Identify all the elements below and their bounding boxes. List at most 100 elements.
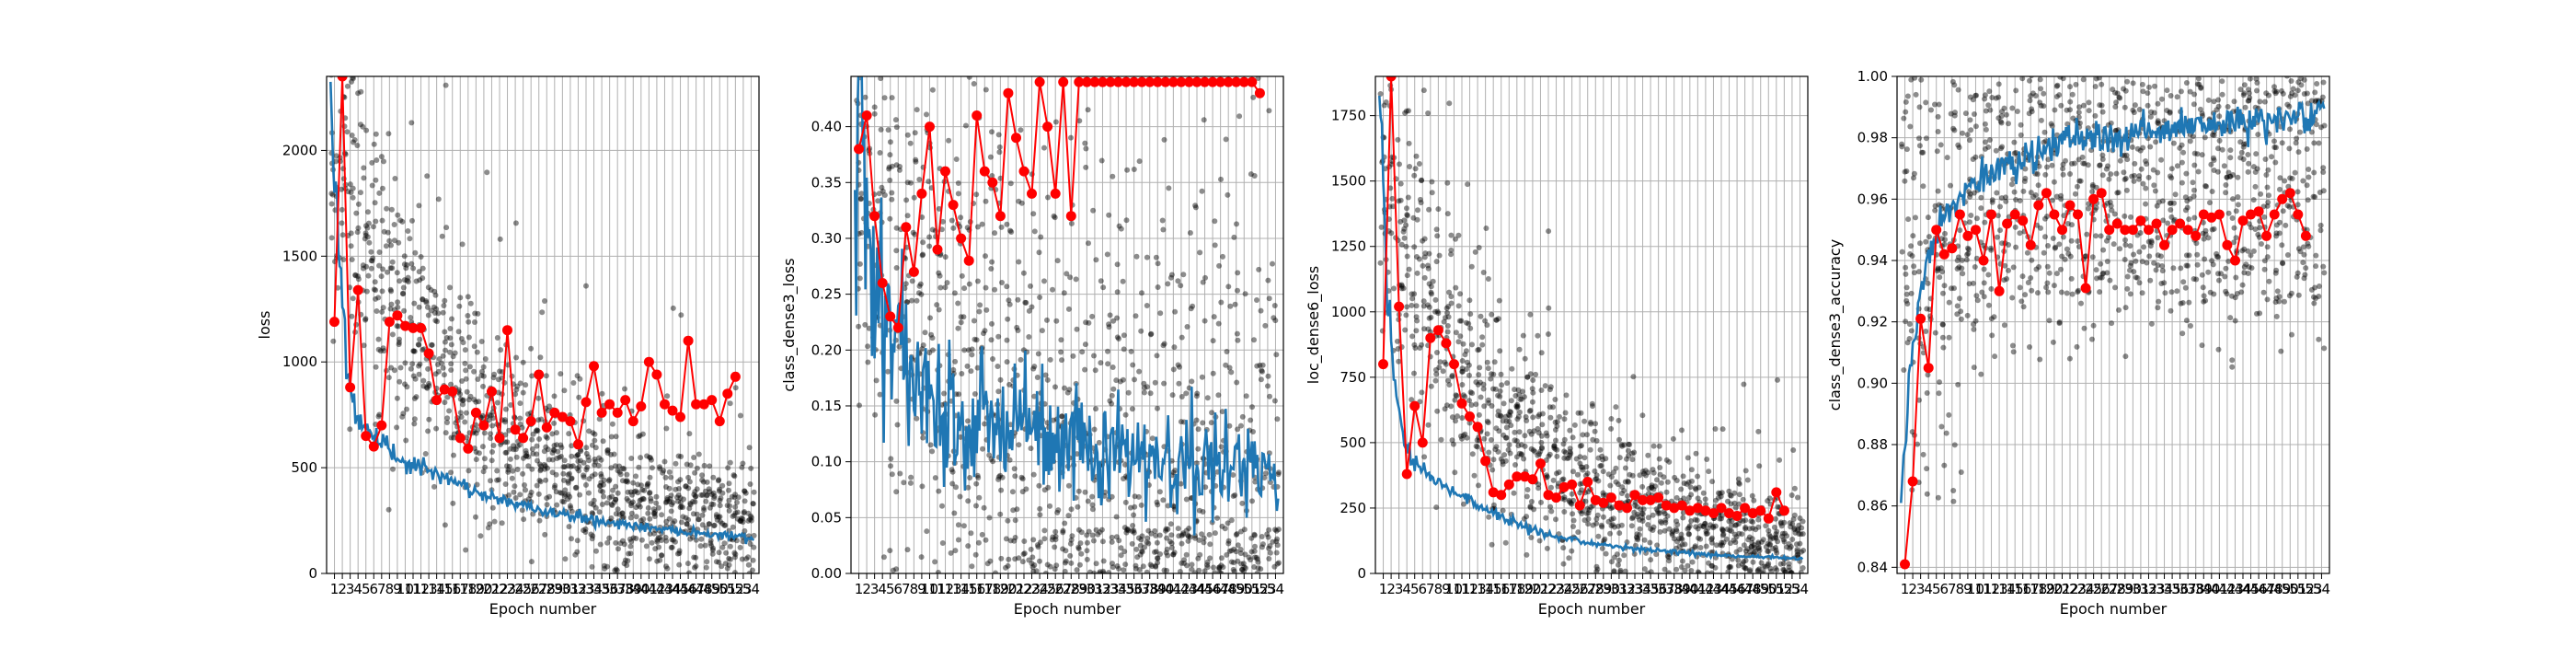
scatter-point (419, 254, 424, 260)
scatter-point (374, 132, 379, 137)
red-series-marker (1418, 437, 1428, 447)
scatter-point (1566, 555, 1571, 561)
scatter-point (1404, 212, 1409, 217)
scatter-point (535, 396, 541, 401)
scatter-point (612, 500, 617, 505)
scatter-point (1698, 545, 1704, 550)
scatter-point (1651, 470, 1657, 476)
scatter-point (635, 490, 640, 495)
scatter-point (1504, 380, 1510, 386)
scatter-point (1110, 387, 1116, 392)
scatter-point (1679, 427, 1685, 433)
scatter-point (2050, 123, 2055, 129)
x-axis-label: Epoch number (489, 600, 597, 618)
scatter-point (590, 564, 595, 570)
scatter-point (1708, 522, 1713, 527)
scatter-point (1918, 50, 1924, 55)
scatter-point (1235, 331, 1240, 337)
scatter-point (1167, 538, 1173, 544)
red-series-marker (589, 361, 599, 371)
scatter-point (1136, 369, 1142, 375)
scatter-point (1395, 137, 1400, 143)
scatter-point (1983, 92, 1988, 98)
scatter-point (727, 480, 732, 486)
red-series-marker (1425, 333, 1435, 343)
scatter-point (1405, 272, 1410, 278)
scatter-point (923, 330, 928, 335)
scatter-point (1538, 500, 1544, 505)
scatter-point (926, 0, 932, 4)
scatter-point (1499, 372, 1504, 377)
scatter-point (894, 226, 900, 231)
scatter-point (719, 483, 725, 489)
scatter-point (1216, 263, 1222, 269)
scatter-point (379, 273, 385, 279)
scatter-point (2006, 242, 2011, 248)
scatter-point (861, 23, 867, 29)
scatter-point (983, 328, 988, 333)
scatter-point (1227, 304, 1233, 309)
y-tick-label: 0.25 (811, 286, 842, 303)
scatter-point (2038, 76, 2043, 82)
scatter-point (1928, 108, 1934, 113)
scatter-point (1940, 291, 1946, 296)
scatter-point (1914, 92, 1919, 98)
scatter-point (1066, 307, 1072, 312)
scatter-point (2105, 201, 2110, 206)
scatter-point (1504, 435, 1510, 441)
scatter-point (1902, 179, 1907, 184)
scatter-point (1955, 34, 1961, 40)
scatter-point (1608, 416, 1614, 422)
scatter-point (1959, 469, 1964, 475)
scatter-point (1141, 563, 1146, 569)
scatter-point (1756, 463, 1762, 469)
scatter-point (1233, 302, 1238, 307)
scatter-point (1946, 412, 1951, 418)
scatter-point (2075, 184, 2080, 190)
scatter-point (2047, 271, 2053, 276)
scatter-point (1755, 429, 1761, 434)
scatter-point (390, 331, 396, 337)
scatter-point (1538, 440, 1544, 446)
scatter-point (717, 550, 722, 555)
red-series-marker (385, 317, 395, 327)
scatter-point (405, 278, 410, 284)
scatter-point (1907, 336, 1913, 341)
scatter-point (1485, 360, 1490, 365)
scatter-point (877, 61, 882, 66)
scatter-point (613, 484, 618, 490)
scatter-point (1457, 318, 1463, 324)
scatter-point (1234, 532, 1239, 538)
scatter-point (1243, 291, 1248, 296)
scatter-point (1477, 412, 1482, 418)
scatter-point (1525, 487, 1531, 492)
scatter-point (1220, 409, 1225, 414)
scatter-point (1954, 311, 1960, 317)
scatter-point (1924, 466, 1929, 471)
scatter-point (1519, 452, 1524, 457)
scatter-point (1599, 454, 1604, 459)
scatter-point (385, 131, 391, 136)
scatter-point (1378, 50, 1384, 55)
scatter-point (858, 196, 864, 202)
scatter-point (920, 239, 926, 245)
scatter-point (1529, 499, 1535, 504)
scatter-point (1581, 455, 1587, 460)
scatter-point (1266, 374, 1271, 379)
red-series-marker (613, 408, 623, 418)
scatter-point (628, 550, 634, 556)
scatter-point (2044, 165, 2050, 170)
scatter-point (1401, 217, 1407, 223)
scatter-point (2046, 37, 2052, 42)
scatter-point (2035, 171, 2041, 177)
scatter-point (653, 501, 659, 506)
scatter-point (751, 545, 756, 550)
scatter-point (1250, 429, 1256, 434)
scatter-point (1489, 403, 1495, 409)
scatter-point (1901, 116, 1906, 122)
scatter-point (660, 470, 665, 476)
scatter-point (1202, 117, 1207, 122)
scatter-point (1986, 303, 1992, 308)
scatter-point (1256, 267, 1261, 272)
